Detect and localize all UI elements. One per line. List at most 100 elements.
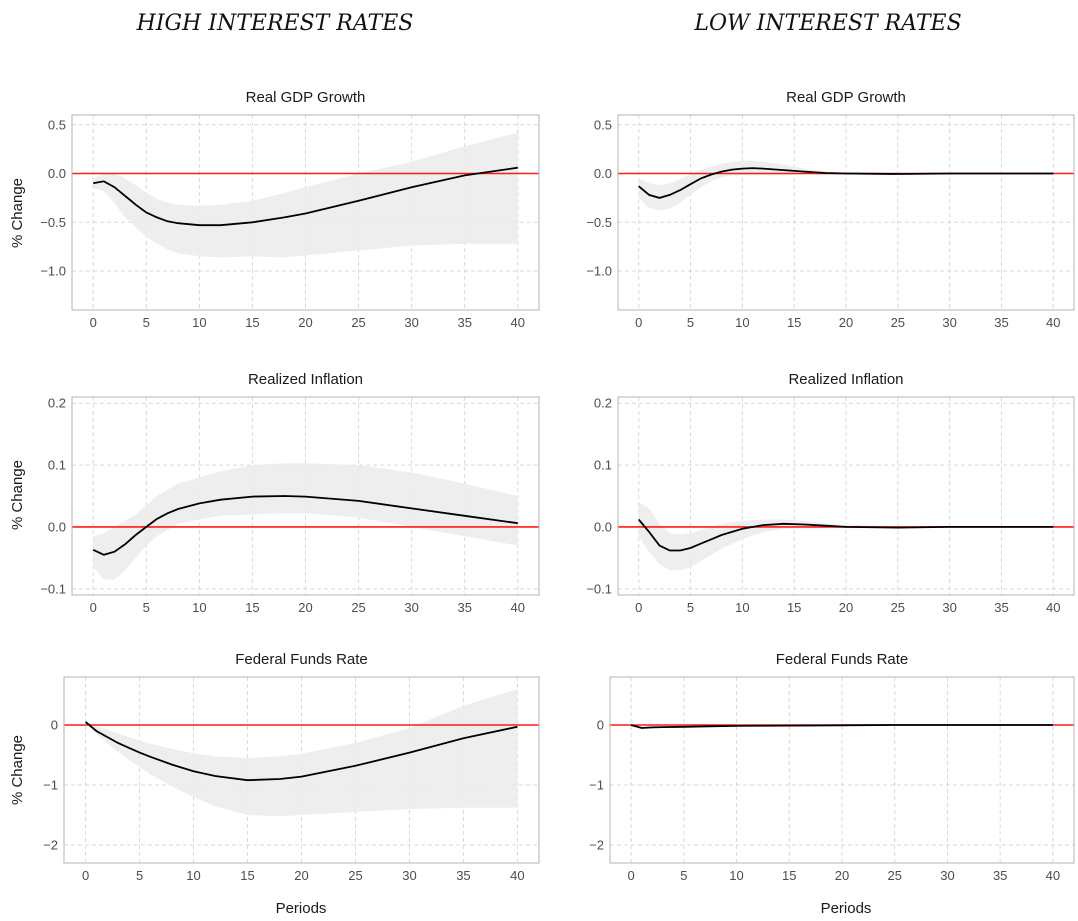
confidence-band bbox=[93, 132, 518, 258]
panel-title: Real GDP Growth bbox=[246, 89, 366, 106]
y-tick-label: −1 bbox=[43, 778, 58, 793]
panel-title: Real GDP Growth bbox=[786, 89, 906, 106]
x-tick-label: 5 bbox=[143, 315, 150, 330]
x-tick-label: 15 bbox=[245, 600, 259, 615]
irf-line bbox=[92, 495, 518, 556]
x-tick-label: 15 bbox=[240, 868, 254, 883]
panel-title: Federal Funds Rate bbox=[235, 651, 368, 668]
panel-1: Real GDP Growth 0 5 10 15 20 25 30 35 40 0.5 0.0 −0.… bbox=[40, 89, 540, 330]
confidence-band bbox=[85, 689, 518, 817]
panel-title: Federal Funds Rate bbox=[776, 651, 909, 668]
y-tick-label: 0.2 bbox=[594, 396, 612, 411]
x-tick-label: 20 bbox=[839, 600, 853, 615]
panel-6: Federal Funds Rate 0 5 10 15 20 25 30 35 40 0 −1 −2 bbox=[589, 651, 1075, 883]
x-tick-label: 25 bbox=[891, 315, 905, 330]
x-tick-label: 35 bbox=[993, 868, 1007, 883]
x-tick-label: 5 bbox=[687, 600, 694, 615]
column-title-low: LOW INTEREST RATES bbox=[693, 11, 961, 36]
x-tick-label: 25 bbox=[351, 600, 365, 615]
irf-line bbox=[93, 166, 518, 227]
panel-frame bbox=[609, 676, 1075, 864]
irf-line bbox=[638, 167, 1054, 199]
y-tick-label: 0.0 bbox=[48, 519, 66, 534]
panel-title: Realized Inflation bbox=[788, 371, 903, 388]
x-tick-label: 0 bbox=[635, 315, 642, 330]
panel-3: Realized Inflation 0 5 10 15 20 25 30 35 40 0.2 0.1… bbox=[40, 371, 540, 615]
y-axis-label-row1: % Change bbox=[9, 178, 26, 248]
x-tick-label: 40 bbox=[1046, 315, 1060, 330]
x-tick-label: 15 bbox=[782, 868, 796, 883]
x-tick-label: 0 bbox=[635, 600, 642, 615]
panel-frame bbox=[71, 114, 540, 311]
panels: Real GDP Growth 0 5 10 15 20 25 30 35 40 0.5 0.0 −0.… bbox=[40, 89, 1075, 883]
column-title-high: HIGH INTEREST RATES bbox=[136, 11, 414, 36]
x-tick-label: 0 bbox=[90, 315, 97, 330]
x-tick-label: 30 bbox=[404, 315, 418, 330]
y-tick-label: −0.1 bbox=[586, 581, 612, 596]
x-tick-label: 40 bbox=[510, 868, 524, 883]
y-tick-label: 0.5 bbox=[48, 117, 66, 132]
y-tick-label: 0 bbox=[597, 718, 604, 733]
x-tick-label: 10 bbox=[186, 868, 200, 883]
panel-frame bbox=[617, 396, 1075, 596]
x-tick-label: 35 bbox=[457, 315, 471, 330]
x-tick-label: 10 bbox=[729, 868, 743, 883]
y-tick-label: 0.1 bbox=[48, 458, 66, 473]
x-tick-label: 20 bbox=[298, 315, 312, 330]
x-tick-label: 0 bbox=[90, 600, 97, 615]
x-tick-label: 25 bbox=[891, 600, 905, 615]
x-tick-label: 25 bbox=[887, 868, 901, 883]
y-tick-label: 0.1 bbox=[594, 458, 612, 473]
panel-5: Federal Funds Rate 0 5 10 15 20 25 30 35 40 0 −1 −2 bbox=[43, 651, 540, 883]
y-tick-label: −1 bbox=[589, 778, 604, 793]
y-tick-label: −1.0 bbox=[40, 264, 66, 279]
x-tick-label: 15 bbox=[787, 315, 801, 330]
confidence-band bbox=[93, 463, 518, 580]
y-tick-label: 0.2 bbox=[48, 396, 66, 411]
y-tick-label: −2 bbox=[589, 838, 604, 853]
irf-line bbox=[85, 721, 518, 782]
x-tick-label: 40 bbox=[1046, 600, 1060, 615]
x-tick-label: 10 bbox=[192, 600, 206, 615]
x-tick-label: 20 bbox=[294, 868, 308, 883]
y-tick-label: −1.0 bbox=[586, 264, 612, 279]
panel-frame bbox=[617, 114, 1075, 311]
x-tick-label: 25 bbox=[351, 315, 365, 330]
irf-line bbox=[630, 724, 1053, 729]
panel-frame bbox=[71, 396, 540, 596]
irf-line bbox=[638, 518, 1054, 552]
y-tick-label: 0 bbox=[51, 718, 58, 733]
y-tick-label: −0.1 bbox=[40, 581, 66, 596]
x-tick-label: 35 bbox=[994, 600, 1008, 615]
panel-frame bbox=[63, 676, 540, 864]
y-tick-label: −0.5 bbox=[40, 215, 66, 230]
x-tick-label: 20 bbox=[298, 600, 312, 615]
panel-2: Real GDP Growth 0 5 10 15 20 25 30 35 40 0.5 0.0 −0.… bbox=[586, 89, 1075, 330]
panel-title: Realized Inflation bbox=[248, 371, 363, 388]
y-tick-label: 0.5 bbox=[594, 117, 612, 132]
confidence-band bbox=[638, 502, 1054, 571]
x-tick-label: 20 bbox=[835, 868, 849, 883]
x-tick-label: 25 bbox=[348, 868, 362, 883]
x-tick-label: 10 bbox=[192, 315, 206, 330]
x-tick-label: 30 bbox=[940, 868, 954, 883]
x-tick-label: 30 bbox=[402, 868, 416, 883]
x-tick-label: 30 bbox=[942, 315, 956, 330]
x-tick-label: 35 bbox=[457, 600, 471, 615]
y-axis-label-row2: % Change bbox=[9, 460, 26, 530]
x-tick-label: 5 bbox=[680, 868, 687, 883]
x-axis-label-right: Periods bbox=[821, 900, 872, 917]
panel-4: Realized Inflation 0 5 10 15 20 25 30 35 40 0.2 0.1… bbox=[586, 371, 1075, 615]
x-tick-label: 5 bbox=[143, 600, 150, 615]
x-tick-label: 40 bbox=[511, 315, 525, 330]
x-tick-label: 0 bbox=[82, 868, 89, 883]
x-axis-label-left: Periods bbox=[276, 900, 327, 917]
x-tick-label: 35 bbox=[994, 315, 1008, 330]
x-tick-label: 15 bbox=[245, 315, 259, 330]
x-tick-label: 30 bbox=[942, 600, 956, 615]
x-tick-label: 15 bbox=[787, 600, 801, 615]
y-tick-label: −0.5 bbox=[586, 215, 612, 230]
x-tick-label: 40 bbox=[1046, 868, 1060, 883]
x-tick-label: 40 bbox=[511, 600, 525, 615]
